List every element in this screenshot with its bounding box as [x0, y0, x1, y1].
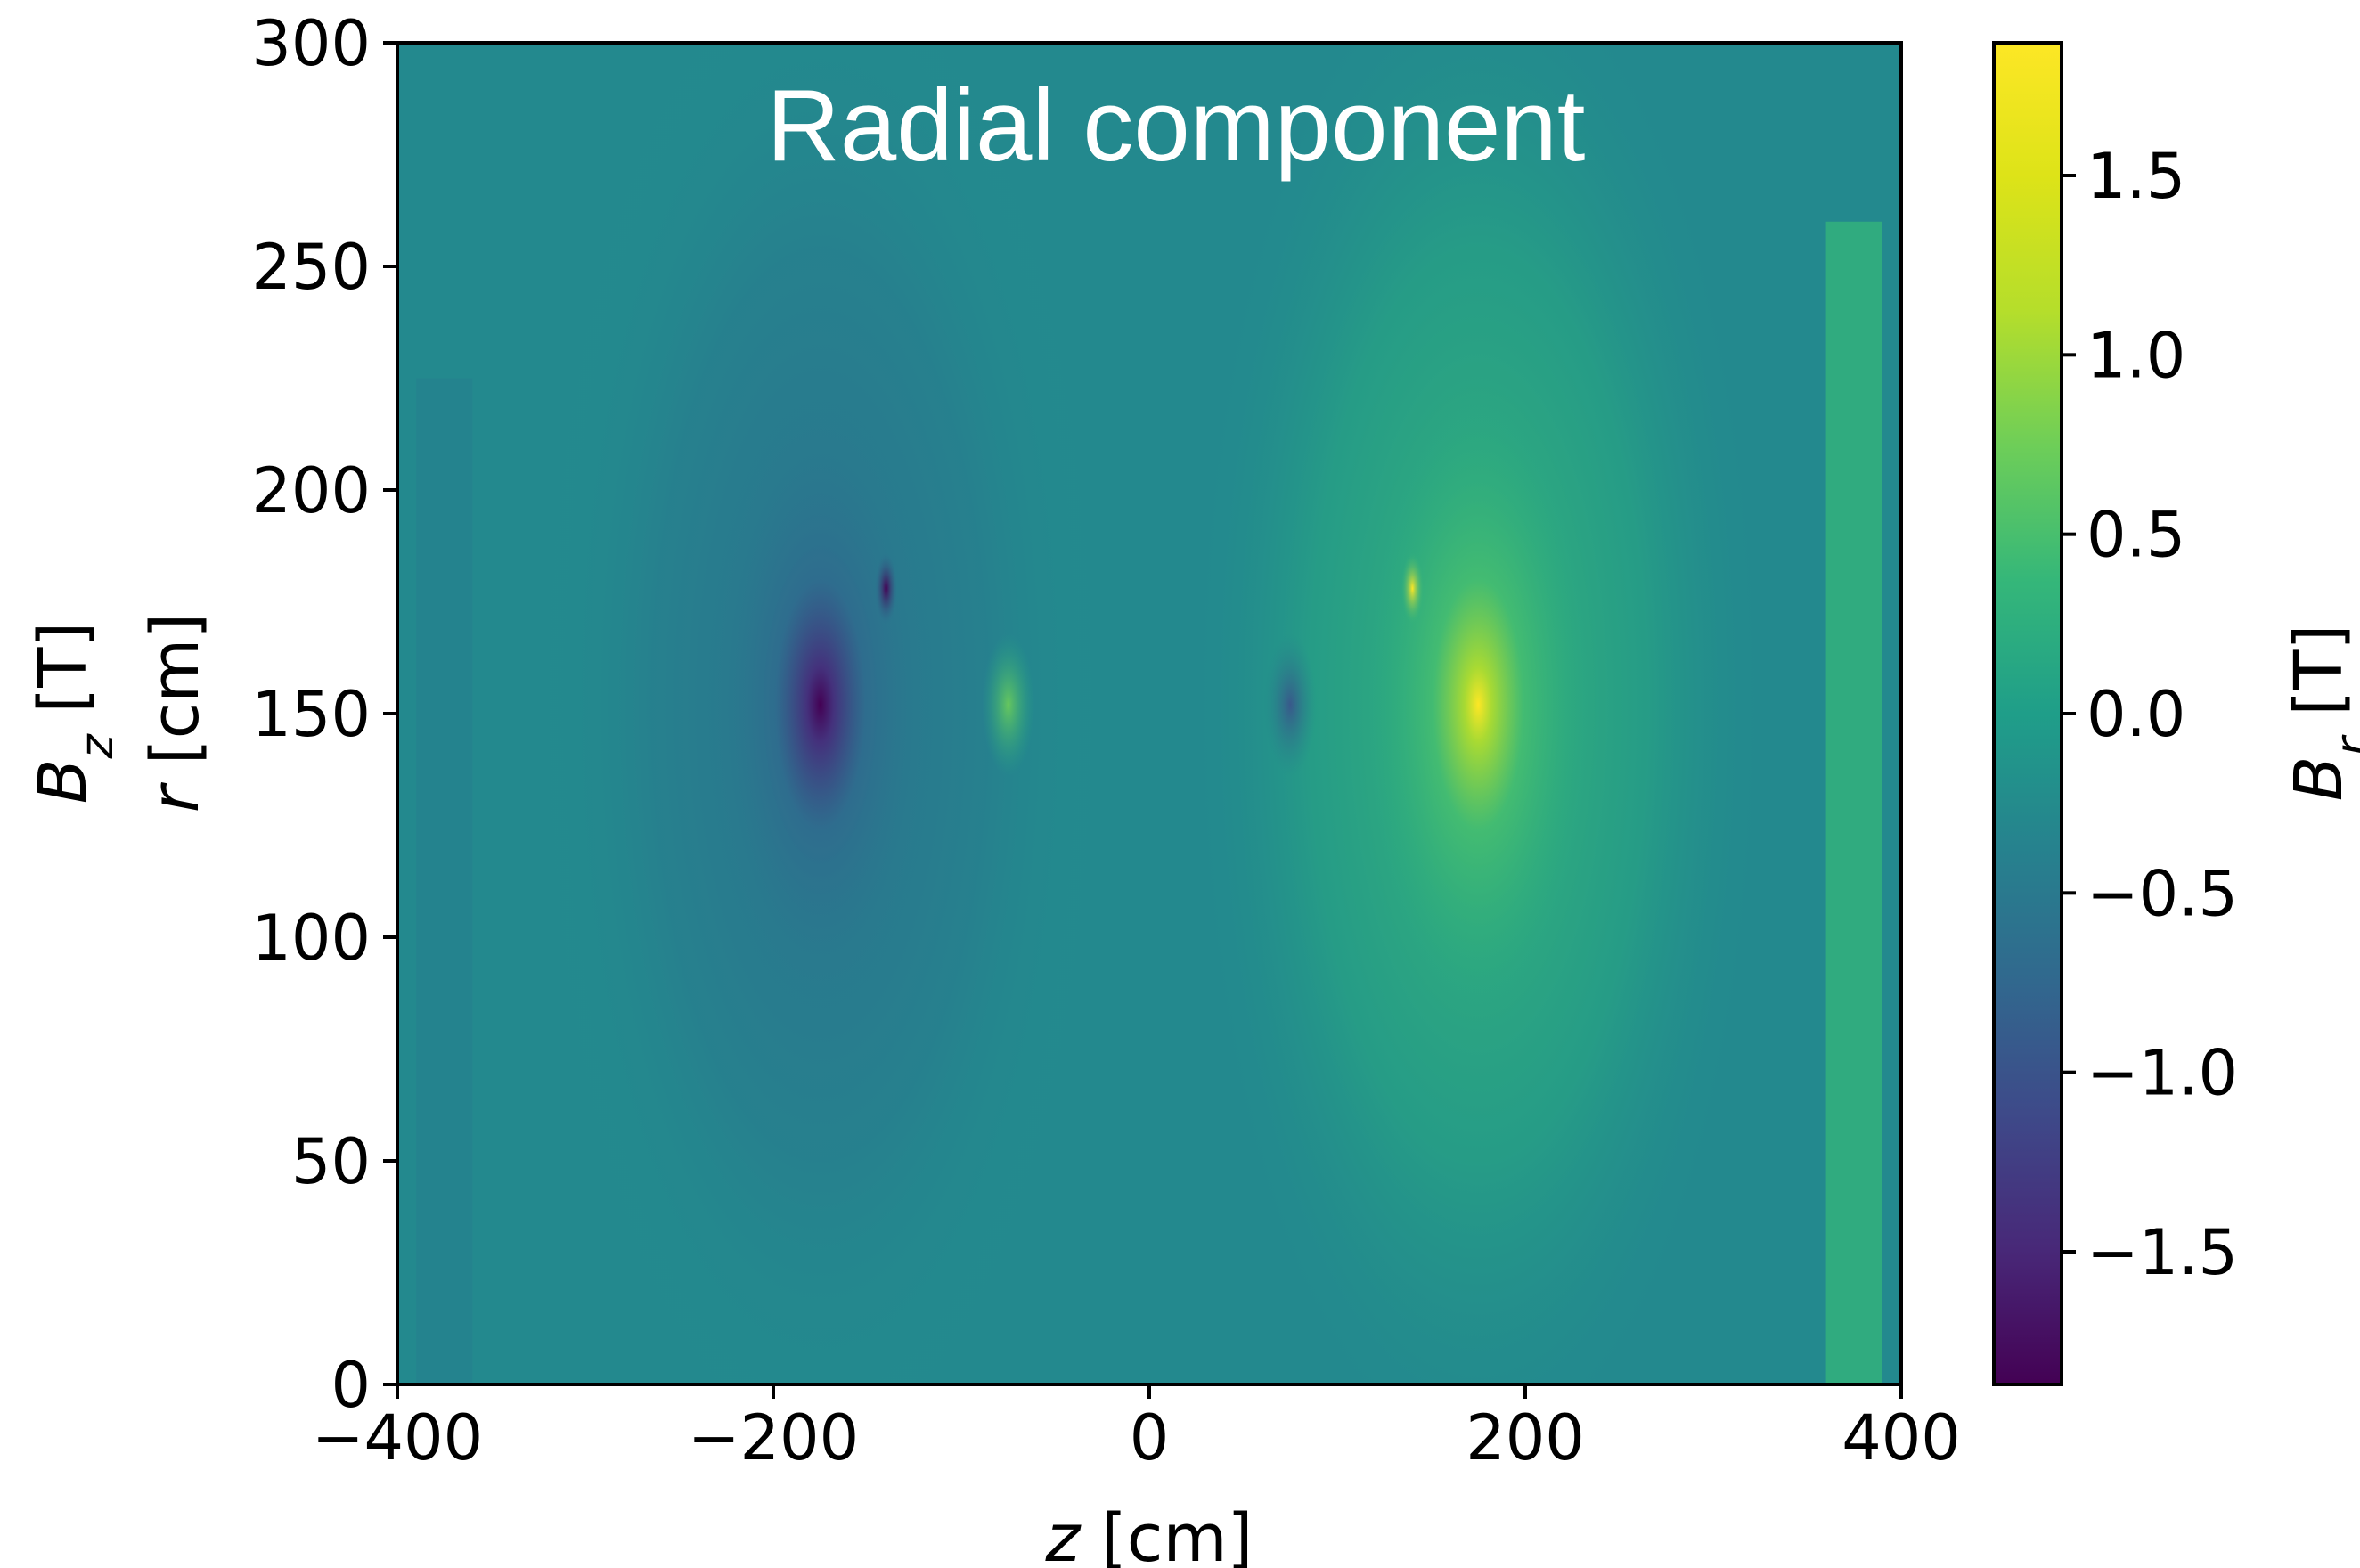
colorbar-label-subscript: r: [2326, 734, 2360, 756]
neg-spot: [874, 552, 898, 625]
x-axis-ticks: −400 −200 0 200 400: [312, 1384, 1961, 1474]
colorbar-tick-label: −1.5: [2086, 1216, 2238, 1289]
x-axis-label: z [cm]: [1045, 1500, 1253, 1568]
x-tick-label: 0: [1130, 1401, 1170, 1474]
small-neg: [1263, 633, 1317, 777]
colorbar: [1992, 41, 2063, 1386]
min-peak: [707, 391, 934, 1018]
y-tick-label: 250: [251, 231, 371, 304]
colorbar-tick-label: −0.5: [2086, 857, 2238, 930]
colorbar-label-symbol: B: [2281, 756, 2357, 802]
side-label-unit: [T]: [25, 622, 102, 734]
x-axis-unit: [cm]: [1080, 1500, 1253, 1568]
left-band: [416, 378, 473, 1384]
y-tick-label: 0: [331, 1349, 371, 1422]
colorbar-tick-label: 0.0: [2086, 678, 2185, 751]
y-axis-ticks: 0 50 100 150 200 250 300: [251, 7, 397, 1422]
y-tick-label: 50: [291, 1125, 371, 1198]
colorbar-tick-label: 1.0: [2086, 319, 2185, 392]
y-tick-label: 100: [251, 902, 371, 975]
chart-title: Radial component: [767, 69, 1586, 183]
colorbar-label: Br [T]: [2281, 625, 2360, 802]
x-tick-label: −200: [688, 1401, 859, 1474]
heatmap-area: [397, 43, 1901, 1384]
y-axis-unit: [cm]: [137, 613, 214, 786]
side-axis-label: Bz [T]: [25, 622, 124, 804]
y-tick-label: 200: [251, 454, 371, 527]
colorbar-tick-label: −1.0: [2086, 1037, 2238, 1110]
colorbar-tick-label: 1.5: [2086, 140, 2185, 213]
x-tick-label: 400: [1841, 1401, 1961, 1474]
y-axis-label: r [cm]: [137, 613, 214, 813]
colorbar-ticks: −1.5 −1.0 −0.5 0.0 0.5 1.0 1.5: [2062, 140, 2238, 1289]
x-axis-symbol: z: [1045, 1500, 1082, 1568]
x-tick-label: −400: [312, 1401, 483, 1474]
side-label-symbol: B: [25, 758, 102, 804]
heatmap-features: [416, 43, 1882, 1384]
right-band: [1825, 221, 1882, 1384]
small-pos: [982, 633, 1035, 777]
pos-spot: [1400, 552, 1425, 625]
x-tick-label: 200: [1466, 1401, 1585, 1474]
y-axis-symbol: r: [137, 781, 214, 813]
max-peak: [1365, 391, 1591, 1018]
colorbar-label-unit: [T]: [2281, 625, 2357, 737]
y-tick-label: 150: [251, 678, 371, 751]
side-label-subscript: z: [70, 732, 124, 759]
colorbar-tick-label: 0.5: [2086, 499, 2185, 572]
y-tick-label: 300: [251, 7, 371, 80]
